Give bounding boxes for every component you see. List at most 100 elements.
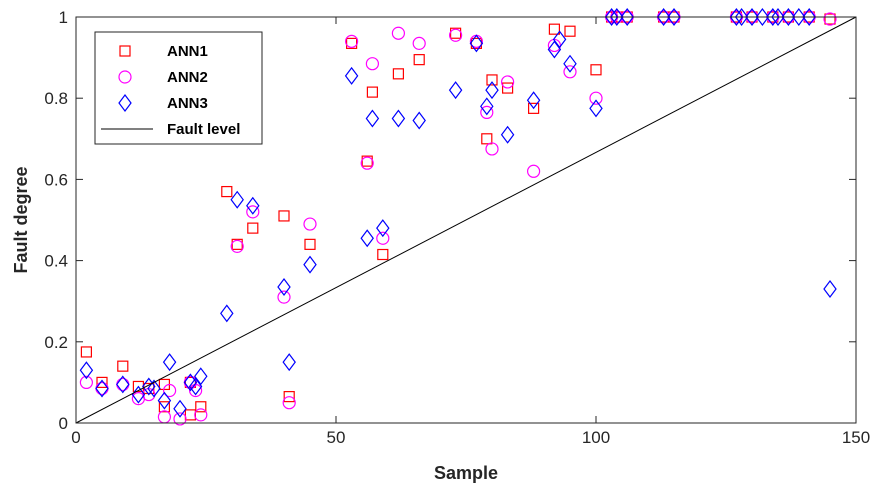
ann2-point (345, 34, 359, 48)
ann1-point (304, 238, 316, 250)
ann3-point (656, 8, 671, 26)
ann3-point (448, 81, 463, 100)
ann2-point (282, 396, 296, 410)
ann3-point (282, 353, 296, 372)
ann3-point (162, 353, 177, 372)
series-ann1 (80, 11, 836, 421)
legend-entry: ANN2 (118, 69, 208, 86)
ann1-point (361, 155, 373, 167)
ann3-point (277, 277, 291, 296)
ann1-point (824, 13, 836, 25)
ann3-point (480, 97, 494, 116)
ann2-point (163, 383, 177, 398)
legend-label: Fault level (167, 121, 240, 138)
ann3-point (157, 391, 172, 410)
ann3-point (604, 8, 619, 26)
ann3-point (344, 66, 359, 85)
legend-label: ANN3 (167, 95, 208, 112)
ann3-point (547, 40, 562, 59)
x-tick-label: 0 (71, 428, 80, 447)
ann1-point (377, 248, 389, 261)
ann1-point (366, 86, 378, 98)
ann2-point (412, 36, 426, 50)
ann3-point (734, 8, 749, 26)
ann3-point (563, 54, 577, 73)
ann2-point (480, 105, 494, 120)
ann2-point (230, 239, 244, 253)
ann3-point (365, 109, 380, 128)
ann1-point (413, 54, 425, 66)
legend: ANN1 ANN2 ANN3 Fault level (94, 31, 263, 145)
ann2-point (79, 375, 94, 389)
ann1-point (450, 27, 462, 39)
legend-circle-symbol (118, 70, 132, 84)
ann2-point (526, 164, 541, 178)
ann3-point (246, 196, 260, 215)
ann2-point (246, 205, 260, 219)
series-fault-level (75, 16, 857, 424)
ann2-point (194, 408, 208, 422)
ann1-point (117, 360, 129, 372)
ann3-point (376, 219, 390, 238)
ann1-point (221, 185, 233, 198)
ann3-point (79, 361, 94, 380)
ann1-point (548, 23, 561, 35)
ann1-point (195, 401, 207, 413)
y-tick-label: 0 (59, 414, 68, 433)
x-tick-label: 50 (327, 428, 346, 447)
legend-diamond-symbol (118, 94, 132, 112)
ann1-point (564, 25, 576, 37)
y-tick-label: 0.4 (44, 252, 68, 271)
ann3-point (412, 111, 426, 130)
ann3-point (729, 8, 744, 26)
ann3-point (147, 379, 161, 398)
x-axis-label: Sample (434, 463, 498, 483)
ann3-point (95, 379, 109, 398)
ann1-point (346, 37, 358, 49)
ann1-point (231, 238, 243, 250)
axes: 0 50 100 150 0 0.2 0.4 0.6 0.8 1 (44, 8, 870, 447)
ann2-point (189, 383, 203, 398)
ann3-point (230, 190, 244, 209)
ann1-point (96, 376, 108, 388)
ann3-point (755, 8, 770, 26)
ann3-point (188, 377, 203, 396)
ann3-point (792, 8, 806, 26)
ann3-point (303, 255, 317, 274)
ann2-point (360, 156, 374, 170)
ann2-point (449, 28, 463, 42)
ann2-point (277, 290, 291, 304)
fault-level-line (75, 16, 857, 424)
ann3-point (142, 377, 156, 396)
ann3-point (620, 8, 634, 26)
ann3-point (194, 367, 208, 386)
ann2-point (589, 91, 603, 105)
ann1-point (158, 401, 170, 413)
ann2-point (391, 26, 405, 40)
ann3-point (500, 125, 515, 144)
ann3-point (360, 229, 374, 248)
ann3-point (391, 109, 406, 128)
ann2-point (303, 217, 317, 231)
ann2-point (365, 57, 379, 71)
ann3-point (485, 81, 499, 100)
legend-box (94, 31, 263, 145)
x-tick-label: 150 (842, 428, 870, 447)
ann3-point (802, 8, 816, 26)
ann2-point (823, 12, 837, 26)
y-tick-label: 0.8 (44, 89, 68, 108)
legend-entry: ANN3 (118, 94, 208, 112)
ann3-point (116, 375, 130, 394)
ann3-point (173, 399, 187, 418)
plot-area (75, 8, 857, 426)
y-tick-label: 1 (59, 8, 68, 27)
ann1-point (278, 210, 290, 222)
ann3-point (610, 8, 624, 26)
ann3-point (823, 280, 837, 299)
ann1-point (527, 102, 540, 114)
ann3-point (131, 385, 146, 404)
legend-entry: ANN1 (119, 43, 208, 60)
legend-label: ANN1 (167, 43, 208, 60)
ann3-point (469, 34, 484, 53)
